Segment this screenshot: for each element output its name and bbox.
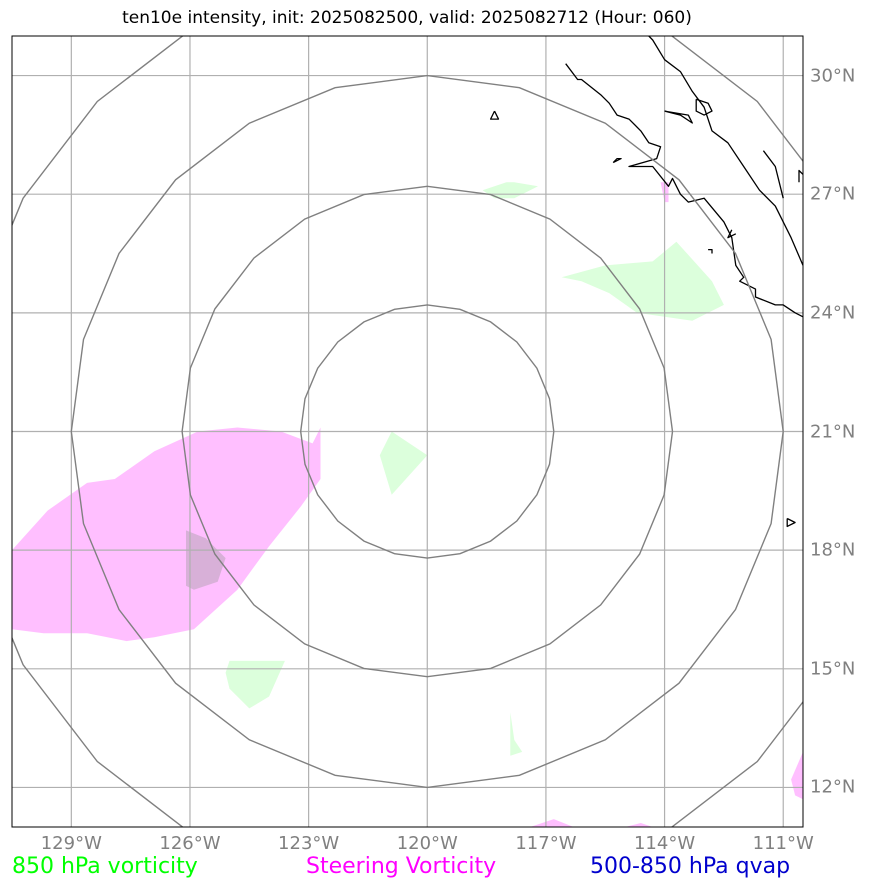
coastline — [664, 110, 693, 124]
coastline — [762, 150, 784, 199]
coastline — [708, 248, 713, 254]
latitude-label: 15°N — [810, 658, 856, 680]
latitude-label: 30°N — [810, 65, 856, 87]
map-frame — [11, 35, 804, 828]
coastline — [648, 36, 803, 266]
coastline — [727, 229, 737, 239]
coastline — [489, 110, 500, 120]
legend-steering-vorticity: Steering Vorticity — [306, 854, 497, 879]
steering-vorticity-region — [12, 427, 321, 642]
steering-vorticity-region — [625, 823, 653, 827]
range-ring — [70, 74, 784, 789]
longitude-label: 114°W — [633, 833, 696, 854]
gridlines — [12, 36, 803, 827]
latitude-label: 21°N — [810, 421, 856, 442]
coastline — [695, 98, 713, 116]
longitude-label: 129°W — [40, 833, 102, 854]
latitude-label: 24°N — [810, 302, 856, 324]
vorticity-850-region — [510, 712, 523, 756]
longitude-label: 123°W — [278, 833, 340, 854]
vorticity-850-region — [561, 241, 724, 321]
coastline — [612, 157, 622, 164]
range-ring — [299, 304, 555, 559]
coastlines — [489, 36, 803, 528]
vorticity-850-region — [225, 660, 285, 709]
map-title: ten10e intensity, init: 2025082500, vali… — [122, 8, 692, 28]
longitude-label: 126°W — [159, 833, 221, 854]
latitude-label: 12°N — [810, 776, 856, 798]
longitude-label: 120°W — [396, 833, 458, 854]
longitude-label: 117°W — [515, 833, 577, 854]
legend-qvap: 500-850 hPa qvap — [590, 854, 791, 879]
latitude-label: 27°N — [810, 183, 856, 205]
range-ring — [181, 185, 674, 678]
steering-vorticity-region — [530, 819, 574, 827]
overlap-region — [186, 530, 226, 590]
legend-850-vorticity: 850 hPa vorticity — [12, 854, 198, 879]
coastline — [786, 517, 796, 528]
coastline — [565, 63, 803, 318]
latitude-label: 18°N — [810, 539, 856, 561]
longitude-label: 111°W — [752, 833, 814, 854]
vorticity-850-region — [379, 431, 428, 495]
coastline — [798, 169, 803, 183]
